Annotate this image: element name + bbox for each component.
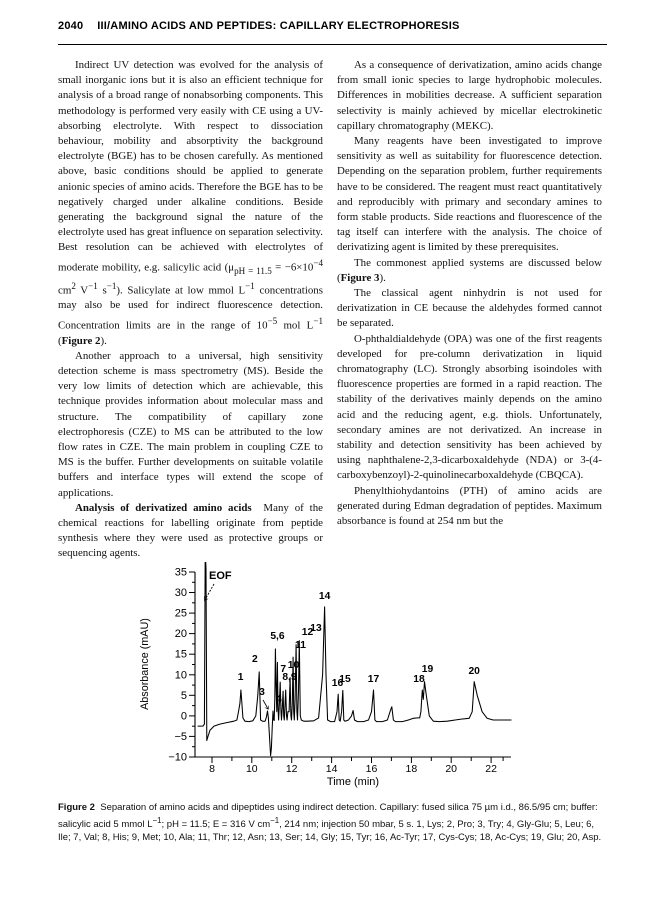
svg-text:25: 25 [175, 608, 187, 620]
svg-text:13: 13 [310, 623, 322, 634]
svg-text:17: 17 [368, 674, 380, 685]
svg-text:14: 14 [326, 763, 338, 775]
svg-text:−10: −10 [168, 752, 187, 764]
svg-text:0: 0 [181, 710, 187, 722]
svg-text:14: 14 [319, 591, 331, 602]
svg-text:EOF: EOF [209, 570, 232, 582]
svg-text:15: 15 [175, 649, 187, 661]
svg-text:2: 2 [252, 654, 258, 665]
svg-text:18: 18 [406, 763, 418, 775]
svg-text:11: 11 [295, 640, 306, 651]
svg-text:8,9: 8,9 [282, 672, 297, 683]
svg-text:20: 20 [468, 666, 480, 677]
svg-text:1: 1 [238, 672, 244, 683]
svg-text:−5: −5 [174, 731, 187, 743]
svg-text:3: 3 [259, 687, 265, 698]
svg-text:4: 4 [276, 694, 282, 705]
svg-text:10: 10 [288, 660, 300, 671]
svg-text:19: 19 [422, 664, 434, 675]
svg-text:30: 30 [175, 587, 187, 599]
svg-text:8: 8 [209, 763, 215, 775]
svg-text:16: 16 [366, 763, 378, 775]
svg-text:10: 10 [175, 669, 187, 681]
svg-text:12: 12 [286, 763, 298, 775]
svg-text:20: 20 [445, 763, 457, 775]
svg-text:10: 10 [246, 763, 258, 775]
svg-text:Time (min): Time (min) [327, 776, 379, 788]
svg-text:5,6: 5,6 [270, 631, 285, 642]
svg-text:22: 22 [485, 763, 497, 775]
svg-text:20: 20 [175, 628, 187, 640]
svg-text:15: 15 [339, 674, 351, 685]
svg-text:18: 18 [413, 674, 425, 685]
svg-text:5: 5 [181, 690, 187, 702]
svg-text:Absorbance (mAU): Absorbance (mAU) [139, 618, 151, 710]
svg-text:35: 35 [175, 567, 187, 579]
